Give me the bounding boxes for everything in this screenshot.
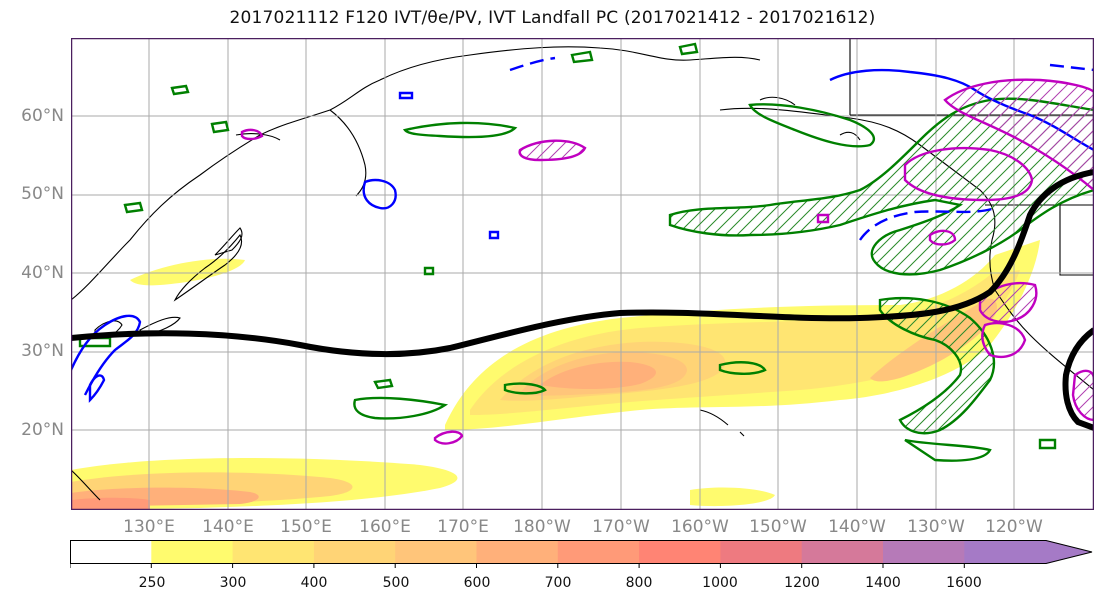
- colorbar-tick-250: 250: [138, 575, 166, 591]
- colorbar-tick-700: 700: [544, 575, 572, 591]
- colorbar: [70, 540, 1093, 568]
- ocean-background: [71, 38, 1094, 510]
- pv-contours: [78, 42, 1094, 462]
- colorbar-tick-1000: 1000: [702, 575, 738, 591]
- lon-label-120w: 120°W: [985, 517, 1043, 537]
- lon-label-180w: 180°W: [513, 517, 571, 537]
- lon-label-130e: 130°E: [123, 517, 175, 537]
- lon-label-150w: 150°W: [749, 517, 807, 537]
- colorbar-cell: [313, 540, 396, 564]
- ivt-shading: [71, 240, 1040, 510]
- colorbar-cell: [883, 540, 965, 564]
- colorbar-tick-1200: 1200: [784, 575, 820, 591]
- lon-label-160e: 160°E: [359, 517, 411, 537]
- colorbar-tick-400: 400: [300, 575, 328, 591]
- lat-label-60n: 60°N: [21, 106, 64, 126]
- colorbar-cell: [720, 540, 803, 564]
- map-frame: [71, 38, 1094, 510]
- lat-label-40n: 40°N: [21, 263, 64, 283]
- colorbar-cell: [557, 540, 640, 564]
- colorbar-tick-1400: 1400: [865, 575, 901, 591]
- colorbar-tick-800: 800: [625, 575, 653, 591]
- jet-axis-line-south: [1062, 327, 1094, 431]
- lon-label-140e: 140°E: [202, 517, 254, 537]
- figure-title: 2017021112 F120 IVT/θe/PV, IVT Landfall …: [229, 8, 876, 28]
- lon-label-170e: 170°E: [437, 517, 489, 537]
- pc-contours: [240, 78, 1094, 445]
- lon-label-140w: 140°W: [828, 517, 886, 537]
- map-panel: [71, 38, 1094, 510]
- colorbar-cell: [639, 540, 721, 564]
- colorbar-cell: [476, 540, 559, 564]
- colorbar-cell: [801, 540, 884, 564]
- colorbar-cell: [70, 540, 152, 564]
- lat-label-50n: 50°N: [21, 184, 64, 204]
- colorbar-cell: [151, 540, 234, 564]
- colorbar-tick-1600: 1600: [946, 575, 982, 591]
- colorbar-tick-300: 300: [219, 575, 247, 591]
- lat-label-30n: 30°N: [21, 341, 64, 361]
- lat-label-20n: 20°N: [21, 420, 64, 440]
- colorbar-tick-500: 500: [382, 575, 410, 591]
- lon-label-170w: 170°W: [592, 517, 650, 537]
- colorbar-cell: [964, 540, 1092, 564]
- colorbar-tick-600: 600: [463, 575, 491, 591]
- colorbar-cell: [232, 540, 315, 564]
- lon-label-150e: 150°E: [280, 517, 332, 537]
- lon-label-160w: 160°W: [671, 517, 729, 537]
- jet-axis-line: [71, 169, 1094, 358]
- lon-label-130w: 130°W: [907, 517, 965, 537]
- colorbar-cell: [395, 540, 477, 564]
